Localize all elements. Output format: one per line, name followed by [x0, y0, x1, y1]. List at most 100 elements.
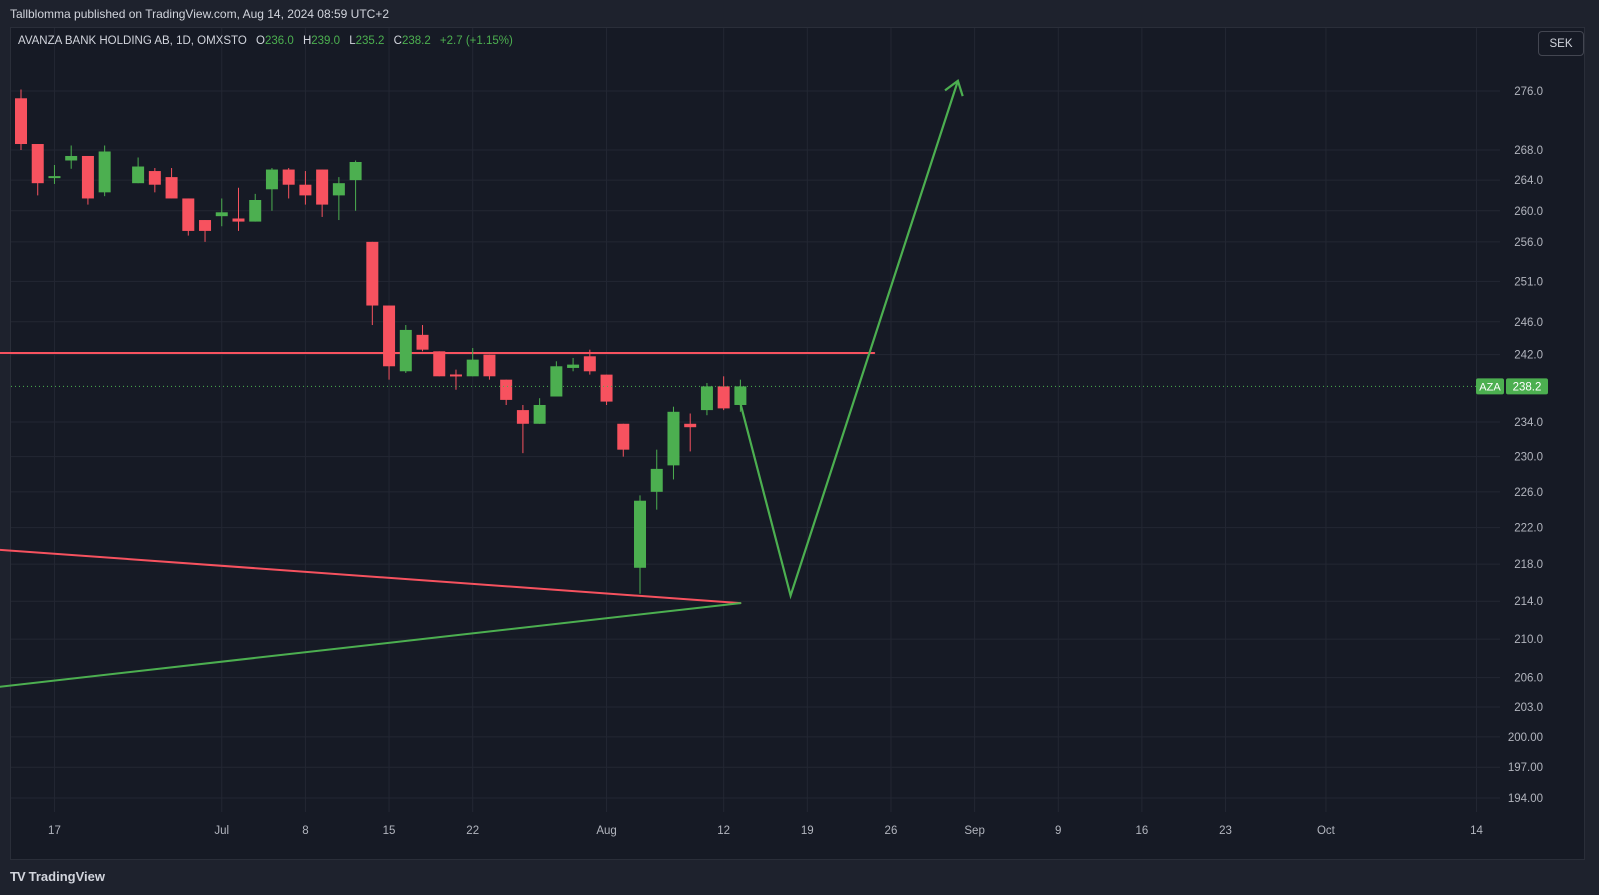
candle-body — [500, 379, 513, 400]
candle — [232, 187, 245, 231]
candle-body — [433, 351, 446, 377]
price-tick-label: 230.0 — [1514, 452, 1543, 464]
candle — [81, 155, 94, 205]
price-tick-label: 226.0 — [1514, 487, 1543, 499]
candle — [684, 413, 697, 452]
candle-body — [717, 386, 730, 409]
candle — [617, 423, 630, 457]
price-tick-label: 200.00 — [1508, 732, 1543, 744]
ascending-trendline — [0, 602, 742, 688]
chart-pane[interactable] — [10, 27, 1585, 860]
candle — [265, 168, 278, 211]
candle — [31, 144, 44, 196]
time-tick-label: 12 — [717, 825, 730, 837]
candle — [433, 351, 446, 377]
candle-body — [366, 241, 379, 306]
time-tick-label: 23 — [1219, 825, 1232, 837]
projection-arrowhead — [944, 79, 964, 97]
descending-trendline — [0, 548, 742, 605]
candle-body — [383, 305, 396, 367]
price-tick-label: 276.0 — [1514, 86, 1543, 98]
currency-button[interactable]: SEK — [1538, 31, 1584, 56]
candle-body — [332, 183, 345, 196]
high-value: 239.0 — [311, 35, 341, 47]
candle — [182, 198, 195, 236]
price-tick-label: 197.00 — [1508, 762, 1543, 774]
candle-body — [516, 410, 529, 424]
candle — [98, 145, 111, 197]
candle — [550, 361, 563, 397]
tradingview-logo-icon: TV — [10, 869, 26, 884]
candle — [349, 160, 362, 211]
open-value: 236.0 — [264, 35, 294, 47]
close-label: C — [393, 35, 402, 47]
candle-body — [667, 411, 680, 466]
candle-body — [533, 404, 546, 424]
candle-body — [31, 144, 44, 184]
candle — [500, 379, 513, 405]
time-tick-label: 14 — [1470, 825, 1483, 837]
candle — [600, 374, 613, 405]
candle-body — [265, 169, 278, 190]
tradingview-logo[interactable]: TV TradingView — [10, 869, 105, 884]
candle — [483, 354, 496, 380]
candle — [249, 193, 262, 222]
time-tick-label: 19 — [801, 825, 814, 837]
time-tick-label: 26 — [885, 825, 898, 837]
candle-body — [316, 169, 329, 205]
candle-body — [299, 184, 312, 196]
time-tick-label: 16 — [1136, 825, 1149, 837]
candle-body — [215, 212, 228, 217]
time-axis[interactable]: 17 Jul 8 15 22 Aug 12 19 26 Sep 9 16 23 Oct 14 — [48, 825, 1483, 837]
candle-body — [399, 329, 412, 372]
candle — [132, 157, 145, 184]
candle-body — [282, 169, 295, 185]
candle — [366, 241, 379, 326]
symbol-name[interactable]: AVANZA BANK HOLDING AB, 1D, OMXSTO — [18, 35, 247, 47]
time-tick-label: Jul — [214, 825, 229, 837]
symbol-legend: AVANZA BANK HOLDING AB, 1D, OMXSTO O236.… — [18, 35, 513, 47]
candle-body — [617, 423, 630, 450]
candle — [650, 449, 663, 510]
price-tick-label: 242.0 — [1514, 350, 1543, 362]
candle — [383, 305, 396, 380]
price-tick-label: 268.0 — [1514, 145, 1543, 157]
price-tick-label: 203.0 — [1514, 702, 1543, 714]
symbol-tag: AZA — [1479, 381, 1501, 393]
candle — [65, 145, 78, 169]
candles — [15, 89, 747, 594]
candle-body — [15, 98, 27, 145]
price-axis[interactable]: 276.0 268.0 264.0 260.0 256.0 251.0 246.0 242.0… — [1508, 86, 1543, 805]
candle — [567, 357, 580, 372]
candle — [634, 495, 647, 594]
time-tick-label: Aug — [596, 825, 616, 837]
symbol-tag-box — [1476, 378, 1504, 395]
candle-body — [416, 334, 429, 350]
last-price-box — [1506, 378, 1548, 395]
time-tick-label: 9 — [1055, 825, 1061, 837]
candle-body — [466, 359, 479, 377]
candle-body — [483, 354, 496, 377]
time-tick-label: 17 — [48, 825, 61, 837]
time-tick-label: 22 — [466, 825, 479, 837]
last-price-marker: AZA 238.2 — [11, 378, 1548, 395]
candle-body — [550, 366, 563, 397]
time-tick-label: Oct — [1317, 825, 1336, 837]
low-value: 235.2 — [355, 35, 385, 47]
time-tick-label: 8 — [302, 825, 308, 837]
candle — [148, 168, 161, 193]
change-value: +2.7 (+1.15%) — [439, 35, 513, 47]
candle — [516, 404, 529, 454]
candle-body — [48, 176, 61, 179]
price-tick-label: 264.0 — [1514, 175, 1543, 187]
top-bar: Tallblomma published on TradingView.com,… — [0, 0, 1599, 27]
candle — [282, 168, 295, 199]
tradingview-logo-text: TradingView — [28, 869, 105, 884]
candle — [316, 169, 329, 217]
candle-body — [199, 220, 212, 231]
candle-body — [700, 386, 713, 411]
candle-body — [567, 364, 580, 368]
candle — [15, 89, 27, 150]
price-tick-label: 214.0 — [1514, 596, 1543, 608]
